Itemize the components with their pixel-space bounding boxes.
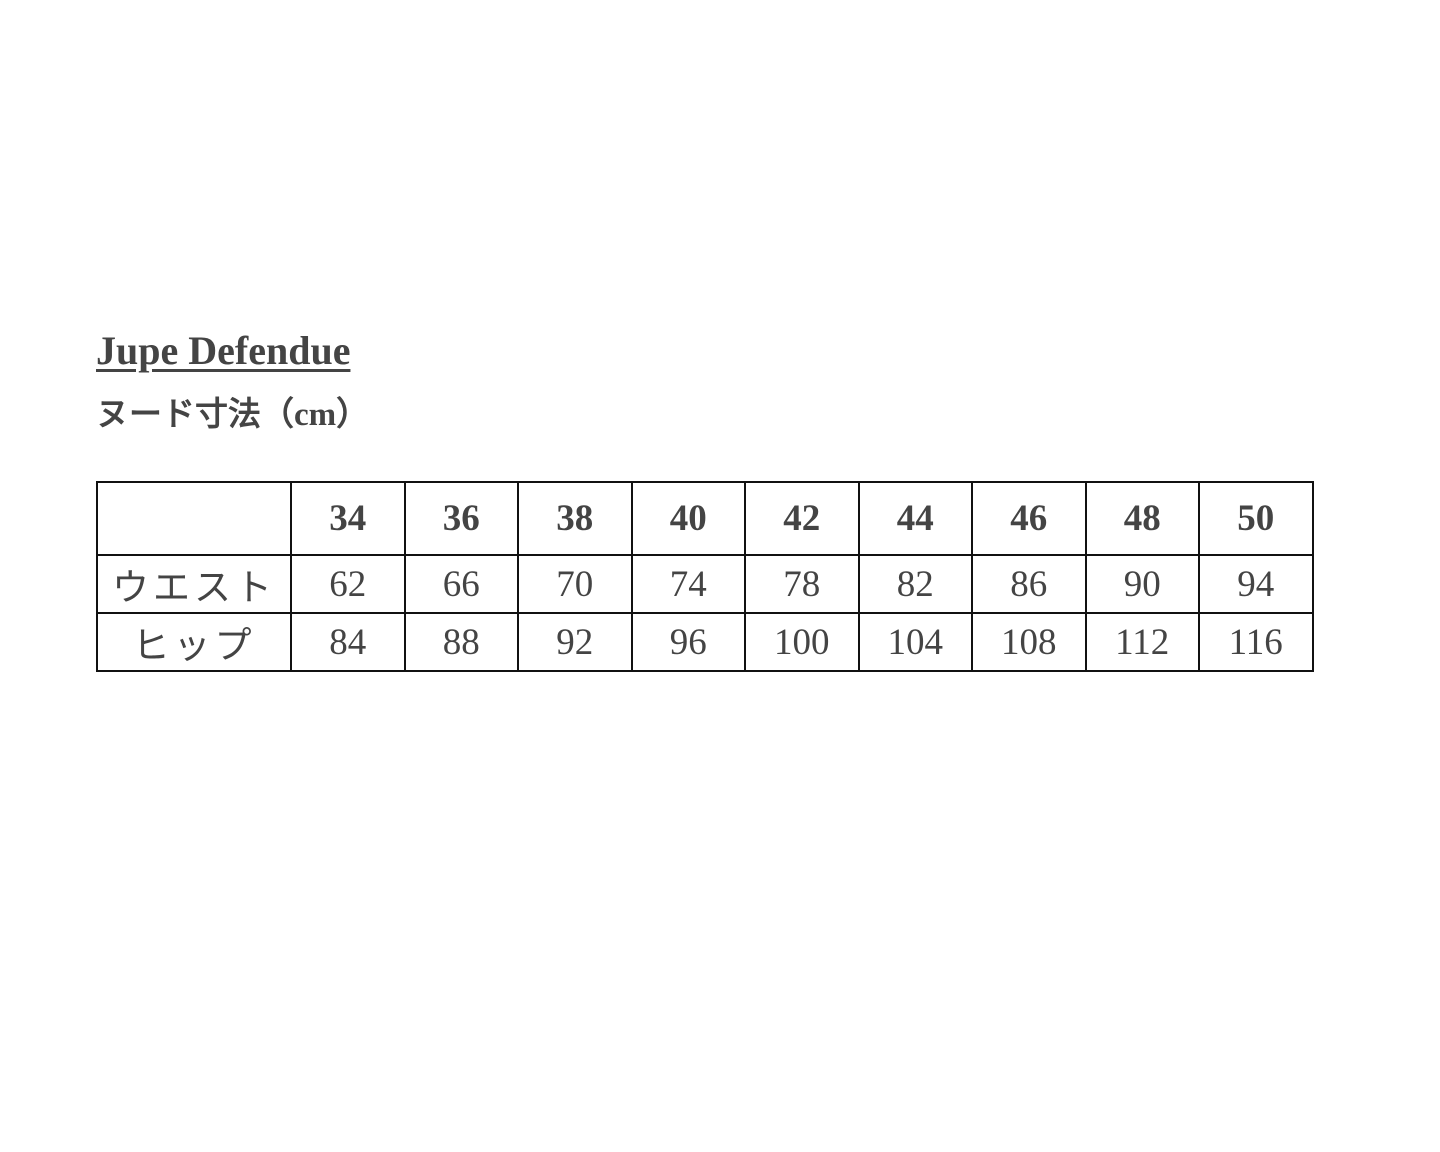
- measurement-cell: 90: [1084, 554, 1200, 614]
- size-header-cell: 46: [971, 481, 1087, 556]
- row-label: ウエスト: [96, 554, 292, 614]
- measurement-cell: 74: [630, 554, 746, 614]
- size-header-cell: 48: [1084, 481, 1200, 556]
- size-header-cell: 44: [857, 481, 973, 556]
- measurement-cell: 78: [744, 554, 860, 614]
- measurement-cell: 104: [857, 612, 973, 672]
- table-row: ウエスト 62 66 70 74 78 82 86 90 94: [96, 554, 1314, 614]
- measurement-cell: 94: [1198, 554, 1314, 614]
- size-header-cell: 50: [1198, 481, 1314, 556]
- size-header-cell: 40: [630, 481, 746, 556]
- measurement-cell: 84: [290, 612, 406, 672]
- measurement-cell: 92: [517, 612, 633, 672]
- measurement-cell: 88: [403, 612, 519, 672]
- measurement-cell: 70: [517, 554, 633, 614]
- measurement-cell: 116: [1198, 612, 1314, 672]
- measurement-cell: 86: [971, 554, 1087, 614]
- measurement-cell: 62: [290, 554, 406, 614]
- measurement-cell: 66: [403, 554, 519, 614]
- document-subtitle: ヌード寸法（cm）: [96, 397, 370, 433]
- measurement-cell: 108: [971, 612, 1087, 672]
- size-header-cell: 34: [290, 481, 406, 556]
- header-row: 34 36 38 40 42 44 46 48 50: [96, 481, 1314, 556]
- size-header-cell: 42: [744, 481, 860, 556]
- document-title: Jupe Defendue: [96, 328, 351, 373]
- row-label: ヒップ: [96, 612, 292, 672]
- size-header-cell: 36: [403, 481, 519, 556]
- measurement-cell: 112: [1084, 612, 1200, 672]
- table-row: ヒップ 84 88 92 96 100 104 108 112 116: [96, 612, 1314, 672]
- measurement-cell: 82: [857, 554, 973, 614]
- size-header-cell: 38: [517, 481, 633, 556]
- measurement-cell: 96: [630, 612, 746, 672]
- measurement-cell: 100: [744, 612, 860, 672]
- size-table: 34 36 38 40 42 44 46 48 50 ウエスト 62 66 70 74 78 82 86 90 94…: [96, 481, 1314, 672]
- header-corner-cell: [96, 481, 292, 556]
